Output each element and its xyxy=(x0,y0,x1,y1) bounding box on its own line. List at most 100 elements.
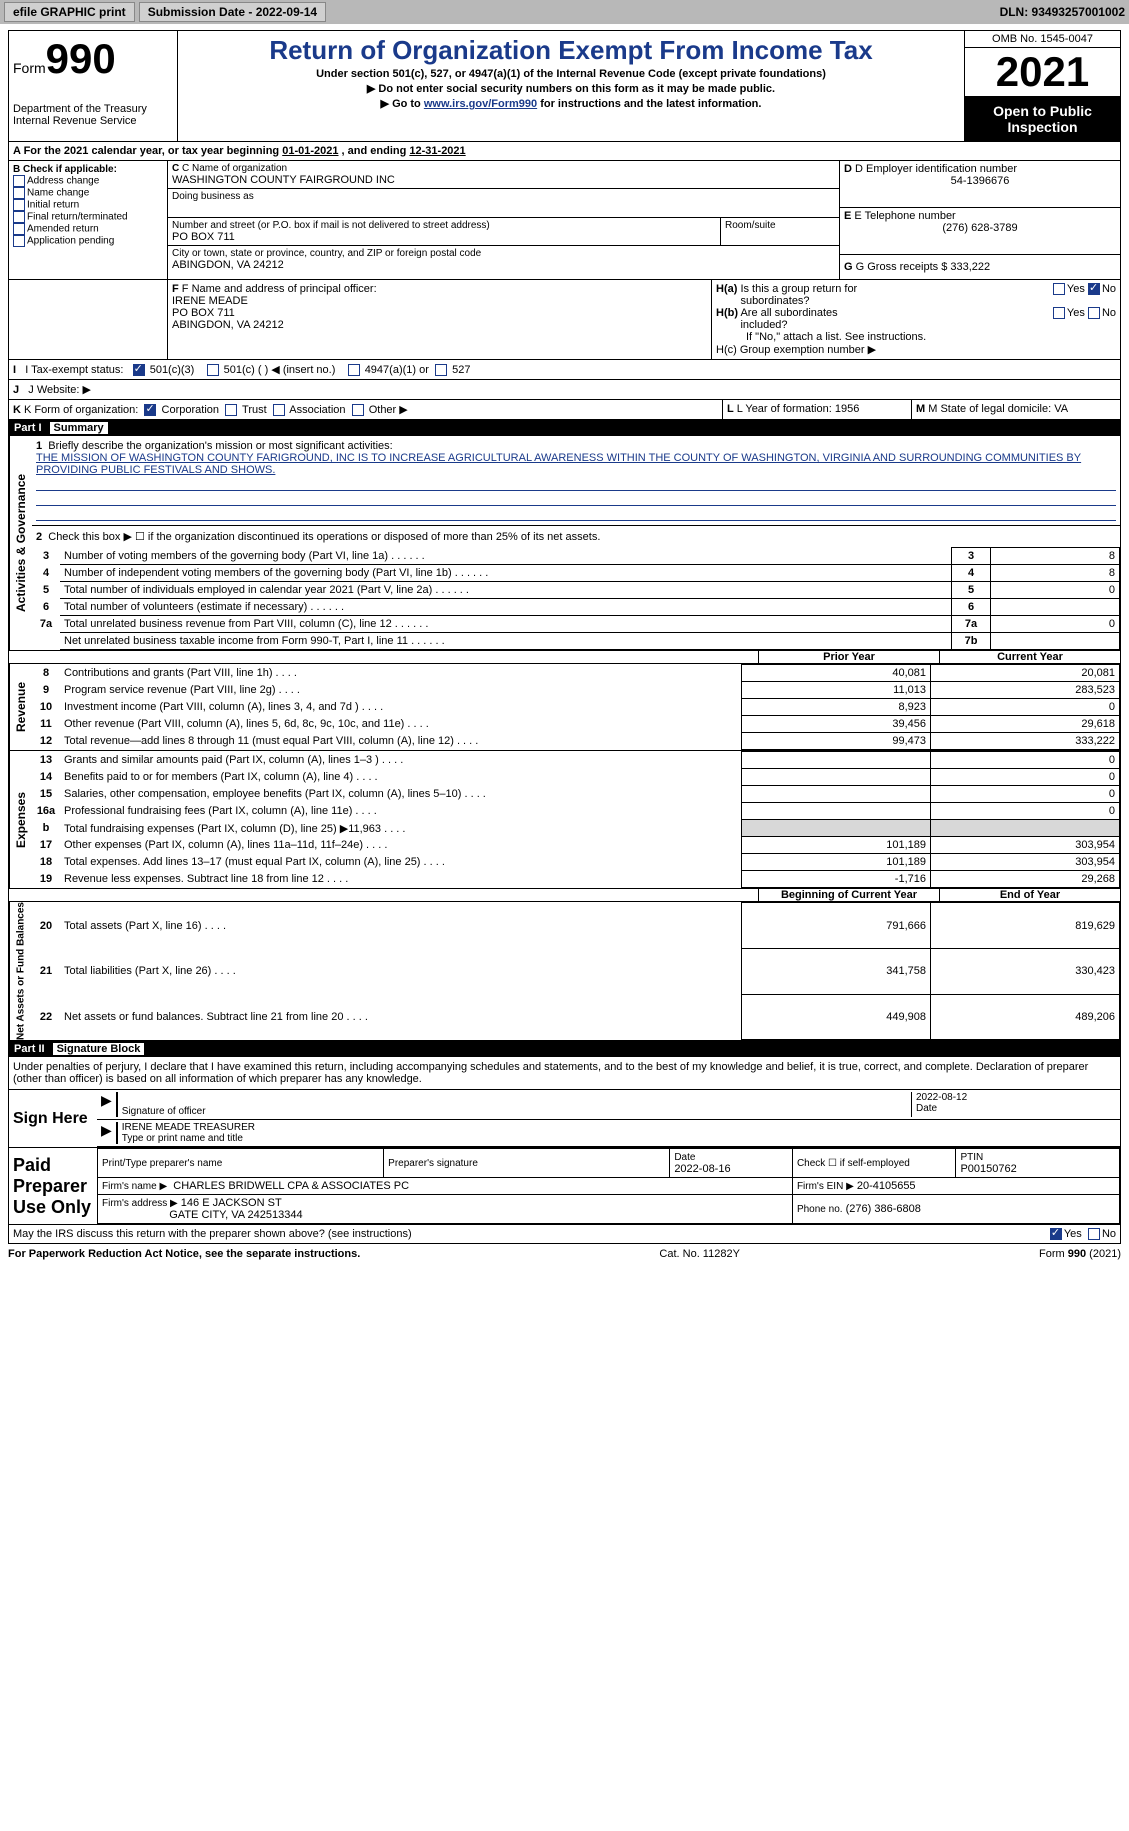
gross-label: G Gross receipts $ xyxy=(856,261,948,273)
irs-no-checkbox[interactable] xyxy=(1088,1228,1100,1240)
arrow-icon: ▶ xyxy=(101,1122,112,1144)
org-name: WASHINGTON COUNTY FAIRGROUND INC xyxy=(172,174,835,186)
sign-here-block: Sign Here ▶ Signature of officer 2022-08… xyxy=(8,1090,1121,1148)
type-name-label: Type or print name and title xyxy=(122,1133,243,1144)
section-fh: F F Name and address of principal office… xyxy=(8,280,1121,360)
initial-return-label: Initial return xyxy=(27,200,79,211)
hb-no-checkbox[interactable] xyxy=(1088,307,1100,319)
ha-yes-checkbox[interactable] xyxy=(1053,283,1065,295)
subtitle-1: Under section 501(c), 527, or 4947(a)(1)… xyxy=(182,68,960,80)
addr-change-checkbox[interactable] xyxy=(13,175,25,187)
irs-link[interactable]: www.irs.gov/Form990 xyxy=(424,98,537,110)
name-change-checkbox[interactable] xyxy=(13,187,25,199)
501c-checkbox[interactable] xyxy=(207,364,219,376)
tel-label: E E Telephone number xyxy=(844,210,1116,222)
hb-note: If "No," attach a list. See instructions… xyxy=(716,331,1116,343)
part1-ag: Activities & Governance 1 Briefly descri… xyxy=(8,436,1121,651)
527-checkbox[interactable] xyxy=(435,364,447,376)
fy-label: A For the 2021 calendar year, or tax yea… xyxy=(13,145,282,157)
trust-checkbox[interactable] xyxy=(225,404,237,416)
efile-print-button[interactable]: efile GRAPHIC print xyxy=(4,2,135,22)
hb-label: H(b) Are all subordinates included? xyxy=(716,307,838,331)
amended-return-label: Amended return xyxy=(27,224,99,235)
subtitle-3-prefix: ▶ Go to xyxy=(381,98,424,110)
penalty-text: Under penalties of perjury, I declare th… xyxy=(8,1057,1121,1090)
officer-addr2: ABINGDON, VA 24212 xyxy=(172,319,707,331)
name-change-label: Name change xyxy=(27,188,89,199)
4947-checkbox[interactable] xyxy=(348,364,360,376)
ag-table: 3 Number of voting members of the govern… xyxy=(32,547,1120,650)
part1-rev: Revenue 8 Contributions and grants (Part… xyxy=(8,664,1121,751)
part1-header: Part I Summary xyxy=(8,420,1121,436)
final-return-checkbox[interactable] xyxy=(13,211,25,223)
officer-label: F F Name and address of principal office… xyxy=(172,283,707,295)
part2-header: Part II Signature Block xyxy=(8,1041,1121,1057)
fy-mid: , and ending xyxy=(342,145,410,157)
form-container: Form990 Department of the Treasury Inter… xyxy=(0,24,1129,1270)
gross-value: 333,222 xyxy=(950,261,990,273)
subtitle-3-suffix: for instructions and the latest informat… xyxy=(537,98,761,110)
initial-return-checkbox[interactable] xyxy=(13,199,25,211)
dept-treasury: Department of the Treasury xyxy=(13,103,173,115)
section-j: J J Website: ▶ xyxy=(8,380,1121,400)
section-klm: K K Form of organization: Corporation Tr… xyxy=(8,400,1121,420)
app-pending-label: Application pending xyxy=(27,236,114,247)
part1-na-header: Beginning of Current Year End of Year xyxy=(8,889,1121,902)
sig-officer-label: Signature of officer xyxy=(122,1106,206,1117)
ha-label: H(a) Is this a group return for subordin… xyxy=(716,283,857,307)
arrow-icon: ▶ xyxy=(101,1092,112,1117)
section-b-title: B Check if applicable: xyxy=(13,164,163,175)
hb-yes-checkbox[interactable] xyxy=(1053,307,1065,319)
toolbar: efile GRAPHIC print Submission Date - 20… xyxy=(0,0,1129,24)
corp-checkbox[interactable] xyxy=(144,404,156,416)
ein-value: 54-1396676 xyxy=(844,175,1116,187)
cat-no: Cat. No. 11282Y xyxy=(659,1248,740,1260)
vtext-na: Net Assets or Fund Balances xyxy=(9,902,32,1040)
vtext-exp: Expenses xyxy=(9,751,32,888)
amended-return-checkbox[interactable] xyxy=(13,223,25,235)
ein-label: D D Employer identification number xyxy=(844,163,1116,175)
city-label: City or town, state or province, country… xyxy=(172,248,835,259)
irs-label: Internal Revenue Service xyxy=(13,115,173,127)
irs-yes-checkbox[interactable] xyxy=(1050,1228,1062,1240)
submission-date-button[interactable]: Submission Date - 2022-09-14 xyxy=(139,2,326,22)
vtext-rev: Revenue xyxy=(9,664,32,750)
other-checkbox[interactable] xyxy=(352,404,364,416)
vtext-ag: Activities & Governance xyxy=(9,436,32,650)
section-a: A For the 2021 calendar year, or tax yea… xyxy=(8,142,1121,161)
mission-label: Briefly describe the organization's miss… xyxy=(48,440,392,452)
officer-name: IRENE MEADE xyxy=(172,295,707,307)
sig-date: 2022-08-12 xyxy=(916,1092,1116,1103)
org-name-label: C C Name of organization xyxy=(172,163,835,174)
officer-print: IRENE MEADE TREASURER xyxy=(122,1122,1116,1133)
city-value: ABINGDON, VA 24212 xyxy=(172,259,835,271)
part1-exp: Expenses 13 Grants and similar amounts p… xyxy=(8,751,1121,889)
may-irs-row: May the IRS discuss this return with the… xyxy=(8,1225,1121,1244)
mission-text: THE MISSION OF WASHINGTON COUNTY FARIGRO… xyxy=(36,452,1081,476)
page-footer: For Paperwork Reduction Act Notice, see … xyxy=(8,1244,1121,1264)
tax-year: 2021 xyxy=(965,48,1120,97)
paperwork-notice: For Paperwork Reduction Act Notice, see … xyxy=(8,1248,360,1260)
section-i: I I Tax-exempt status: 501(c)(3) 501(c) … xyxy=(8,360,1121,380)
line2: Check this box ▶ ☐ if the organization d… xyxy=(48,531,600,543)
form-prefix: Form xyxy=(13,60,46,76)
dln-label: DLN: 93493257001002 xyxy=(1000,5,1125,19)
part1-twocol-header: Prior Year Current Year xyxy=(8,651,1121,664)
form-title: Return of Organization Exempt From Incom… xyxy=(182,35,960,66)
form-ref: Form 990 (2021) xyxy=(1039,1248,1121,1260)
sig-date-label: Date xyxy=(916,1103,937,1114)
tel-value: (276) 628-3789 xyxy=(844,222,1116,234)
paid-preparer-block: Paid Preparer Use Only Print/Type prepar… xyxy=(8,1148,1121,1225)
col-begin: Beginning of Current Year xyxy=(758,889,939,901)
room-label: Room/suite xyxy=(725,220,835,231)
na-table: 20 Total assets (Part X, line 16) . . . … xyxy=(32,902,1120,1040)
exp-table: 13 Grants and similar amounts paid (Part… xyxy=(32,751,1120,888)
501c3-checkbox[interactable] xyxy=(133,364,145,376)
section-bcd: B Check if applicable: Address change Na… xyxy=(8,161,1121,280)
assoc-checkbox[interactable] xyxy=(273,404,285,416)
part1-na: Net Assets or Fund Balances 20 Total ass… xyxy=(8,902,1121,1041)
app-pending-checkbox[interactable] xyxy=(13,235,25,247)
rev-table: 8 Contributions and grants (Part VIII, l… xyxy=(32,664,1120,750)
ha-no-checkbox[interactable] xyxy=(1088,283,1100,295)
form-header: Form990 Department of the Treasury Inter… xyxy=(8,30,1121,142)
